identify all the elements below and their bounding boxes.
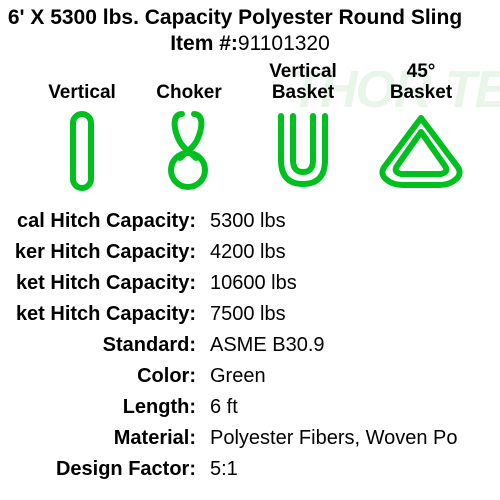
item-number-line: Item #:91101320 [0, 32, 500, 56]
spec-row: Material:Polyester Fibers, Woven Po [0, 427, 500, 450]
hitch-label: 45° [390, 62, 452, 83]
spec-row: ket Hitch Capacity:10600 lbs [0, 272, 500, 295]
hitch-label: Basket [269, 83, 337, 104]
spec-row: Standard:ASME B30.9 [0, 334, 500, 357]
spec-value: 7500 lbs [210, 303, 286, 326]
spec-row: cal Hitch Capacity:5300 lbs [0, 210, 500, 233]
hitch-vertical-basket: Vertical Basket [244, 60, 362, 192]
spec-row: Length:6 ft [0, 396, 500, 419]
spec-label: Standard: [0, 334, 210, 357]
spec-value: 5300 lbs [210, 210, 286, 233]
spec-label: Length: [0, 396, 210, 419]
item-number-label: Item #: [170, 32, 238, 55]
spec-label: ket Hitch Capacity: [0, 272, 210, 295]
spec-label: Design Factor: [0, 458, 210, 481]
hitch-label: Basket [390, 83, 452, 104]
spec-row: ket Hitch Capacity:7500 lbs [0, 303, 500, 326]
spec-value: 4200 lbs [210, 241, 286, 264]
hitch-choker: Choker [134, 60, 244, 192]
vertical-basket-icon [267, 110, 339, 192]
spec-row: Design Factor:5:1 [0, 458, 500, 481]
item-number-value: 91101320 [238, 32, 330, 55]
spec-row: Color:Green [0, 365, 500, 388]
spec-label: Color: [0, 365, 210, 388]
spec-value: ASME B30.9 [210, 334, 325, 357]
hitch-label: Vertical [48, 83, 116, 104]
spec-label: ket Hitch Capacity: [0, 303, 210, 326]
spec-value: Polyester Fibers, Woven Po [210, 427, 458, 450]
hitch-45-basket: 45° Basket [362, 60, 480, 192]
spec-value: 5:1 [210, 458, 238, 481]
spec-label: ker Hitch Capacity: [0, 241, 210, 264]
product-title: 6' X 5300 lbs. Capacity Polyester Round … [0, 6, 500, 30]
spec-value: Green [210, 365, 266, 388]
hitch-label: Choker [156, 83, 221, 104]
spec-table: cal Hitch Capacity:5300 lbs ker Hitch Ca… [0, 210, 500, 481]
spec-label: cal Hitch Capacity: [0, 210, 210, 233]
choker-icon [158, 110, 220, 192]
hitch-vertical: Vertical [30, 60, 134, 192]
vertical-icon [62, 110, 102, 192]
basket-45-icon [373, 110, 469, 192]
spec-row: ker Hitch Capacity:4200 lbs [0, 241, 500, 264]
spec-value: 6 ft [210, 396, 238, 419]
hitch-label: Vertical [269, 62, 337, 83]
spec-value: 10600 lbs [210, 272, 297, 295]
hitch-diagram-row: Vertical Choker Vertical Bask [0, 60, 500, 192]
spec-label: Material: [0, 427, 210, 450]
